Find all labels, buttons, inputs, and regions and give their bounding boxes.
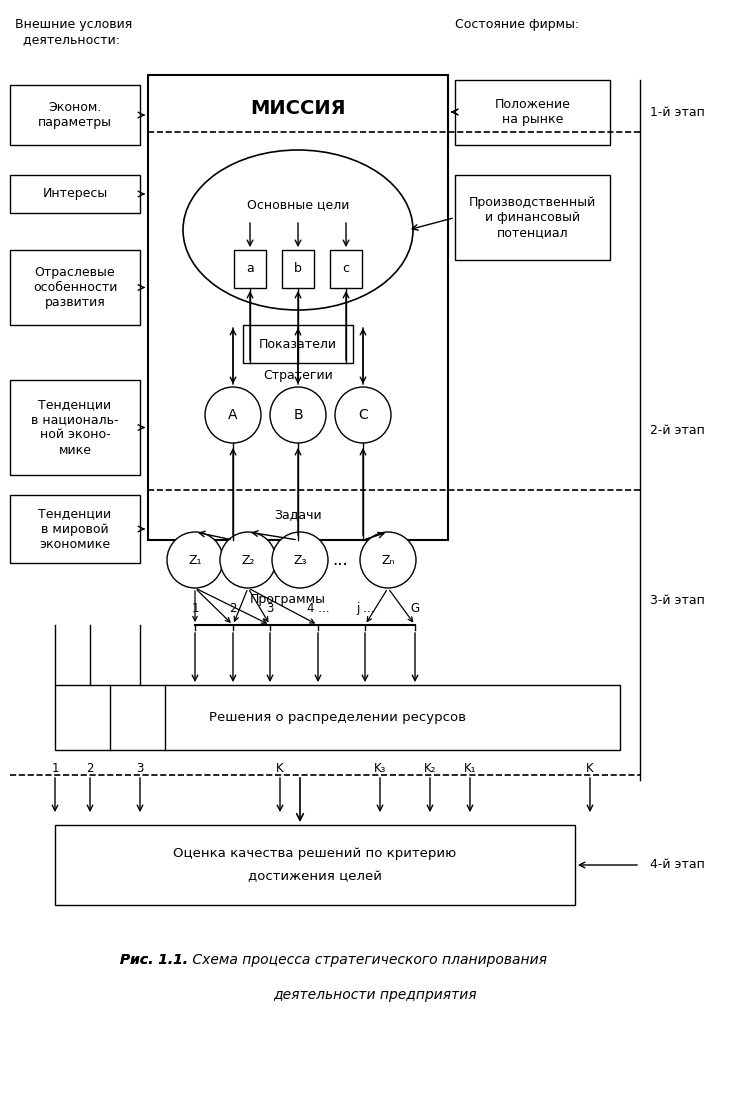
Text: ...: ... <box>332 552 348 569</box>
Circle shape <box>205 387 261 443</box>
Text: 2: 2 <box>230 602 237 615</box>
Text: достижения целей: достижения целей <box>248 870 382 884</box>
Ellipse shape <box>183 150 413 310</box>
Text: Z₂: Z₂ <box>242 554 255 567</box>
Bar <box>455 81 610 144</box>
Text: Задачи: Задачи <box>274 508 322 522</box>
Text: Z₃: Z₃ <box>293 554 307 567</box>
Circle shape <box>335 387 391 443</box>
Text: деятельности предприятия: деятельности предприятия <box>273 988 477 1002</box>
Text: Производственный
и финансовый
потенциал: Производственный и финансовый потенциал <box>469 196 596 239</box>
Bar <box>10 250 140 325</box>
Text: Z₁: Z₁ <box>188 554 202 567</box>
Text: c: c <box>343 263 350 276</box>
Text: 3: 3 <box>266 602 274 615</box>
Circle shape <box>272 532 328 588</box>
Bar <box>55 825 575 904</box>
Text: K₁: K₁ <box>464 762 476 775</box>
Text: Внешние условия
  деятельности:: Внешние условия деятельности: <box>15 18 132 46</box>
Text: Рис. 1.1.: Рис. 1.1. <box>120 953 188 967</box>
Text: K₃: K₃ <box>374 762 386 775</box>
Text: 1: 1 <box>51 762 58 775</box>
Bar <box>243 325 353 363</box>
Text: Показатели: Показатели <box>259 338 337 351</box>
Text: j ...: j ... <box>356 602 374 615</box>
Text: Интересы: Интересы <box>42 188 108 201</box>
Text: Схема процесса стратегического планирования: Схема процесса стратегического планирова… <box>188 953 547 967</box>
Text: В: В <box>293 408 303 422</box>
Text: А: А <box>228 408 238 422</box>
Text: b: b <box>294 263 302 276</box>
Bar <box>282 250 314 288</box>
Text: Рис. 1.1.: Рис. 1.1. <box>120 953 188 967</box>
Text: 2: 2 <box>86 762 94 775</box>
Bar <box>10 175 140 213</box>
Text: Тенденции
в мировой
экономике: Тенденции в мировой экономике <box>38 507 112 550</box>
Circle shape <box>360 532 416 588</box>
Text: 1: 1 <box>191 602 199 615</box>
Bar <box>330 250 362 288</box>
Text: 3: 3 <box>136 762 144 775</box>
Text: 4-й этап: 4-й этап <box>650 858 705 871</box>
Text: 1-й этап: 1-й этап <box>650 106 705 118</box>
Text: Основные цели: Основные цели <box>247 199 350 212</box>
Text: Тенденции
в националь-
ной эконо-
мике: Тенденции в националь- ной эконо- мике <box>32 398 118 457</box>
Text: a: a <box>246 263 254 276</box>
Bar <box>55 685 620 750</box>
Text: Состояние фирмы:: Состояние фирмы: <box>455 18 579 31</box>
Bar <box>10 381 140 475</box>
Text: G: G <box>410 602 419 615</box>
Bar <box>148 75 448 540</box>
Text: Решения о распределении ресурсов: Решения о распределении ресурсов <box>209 711 466 724</box>
Text: Стратегии: Стратегии <box>263 368 333 382</box>
Bar <box>455 175 610 260</box>
Text: Оценка качества решений по критерию: Оценка качества решений по критерию <box>173 846 457 859</box>
Circle shape <box>167 532 223 588</box>
Text: K: K <box>276 762 284 775</box>
Text: МИССИЯ: МИССИЯ <box>251 98 346 118</box>
Text: 2-й этап: 2-й этап <box>650 424 705 437</box>
Text: 4 ...: 4 ... <box>307 602 329 615</box>
Text: 3-й этап: 3-й этап <box>650 593 705 607</box>
Bar <box>234 250 266 288</box>
Text: Zₙ: Zₙ <box>381 554 394 567</box>
Text: K: K <box>586 762 594 775</box>
Bar <box>10 495 140 563</box>
Text: Эконом.
параметры: Эконом. параметры <box>38 101 112 129</box>
Circle shape <box>220 532 276 588</box>
Text: С: С <box>358 408 368 422</box>
Bar <box>10 85 140 144</box>
Text: K₂: K₂ <box>424 762 436 775</box>
Text: Отраслевые
особенности
развития: Отраслевые особенности развития <box>33 266 117 309</box>
Circle shape <box>270 387 326 443</box>
Text: Положение
на рынке: Положение на рынке <box>494 98 571 127</box>
Text: Программы: Программы <box>250 593 326 607</box>
